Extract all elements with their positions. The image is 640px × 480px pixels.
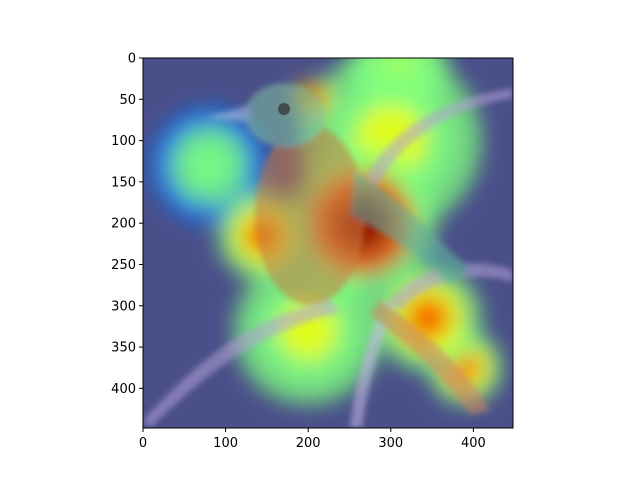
y-tick-label: 50 [119, 93, 136, 108]
y-tick-label: 0 [128, 52, 136, 67]
y-tick-label: 150 [111, 175, 136, 190]
heatmap-plot-area [143, 58, 513, 428]
bird-eye [278, 103, 290, 115]
heat-region-0-ring-2 [185, 142, 233, 189]
x-tick-label: 200 [296, 436, 321, 451]
y-tick-label: 350 [111, 341, 136, 356]
x-axis-ticks: 0 100 200 300 400 [139, 428, 486, 451]
y-axis-ticks: 0 50 100 150 200 250 300 350 400 [111, 52, 143, 397]
y-tick-label: 200 [111, 217, 136, 232]
bird-body [255, 125, 365, 305]
x-tick-label: 300 [378, 436, 403, 451]
y-tick-label: 400 [111, 382, 136, 397]
plot-frame [142, 57, 514, 429]
x-tick-label: 0 [139, 436, 147, 451]
bird-head [245, 83, 325, 147]
bird-tail [370, 300, 490, 415]
y-tick-label: 100 [111, 134, 136, 149]
bird-wing [350, 170, 470, 285]
branch-right [390, 263, 513, 310]
branch-lower-left [143, 300, 340, 428]
bird-beak [205, 105, 250, 122]
x-tick-label: 400 [461, 436, 486, 451]
bird-image-overlay [143, 83, 513, 428]
y-tick-label: 300 [111, 299, 136, 314]
y-tick-label: 250 [111, 258, 136, 273]
branch-bottom [350, 300, 395, 428]
x-tick-label: 100 [213, 436, 238, 451]
